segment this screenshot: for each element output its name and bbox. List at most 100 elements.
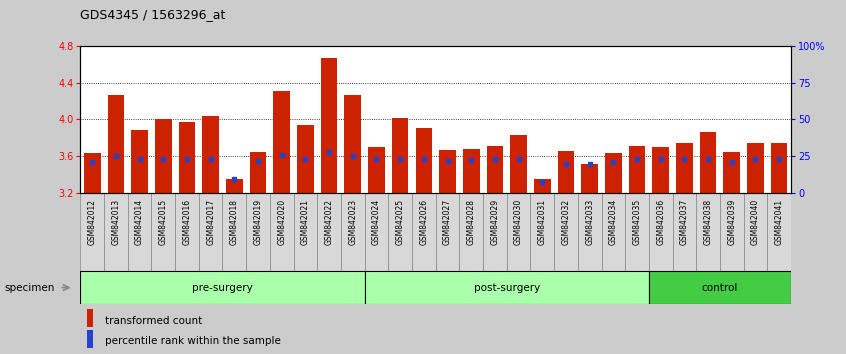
Text: GSM842041: GSM842041 xyxy=(775,199,783,245)
Text: GSM842012: GSM842012 xyxy=(88,199,96,245)
Bar xyxy=(436,193,459,271)
Bar xyxy=(558,151,574,193)
Bar xyxy=(365,193,388,271)
Bar xyxy=(80,193,104,271)
Bar xyxy=(128,193,151,271)
Bar xyxy=(250,152,266,193)
Text: GSM842030: GSM842030 xyxy=(514,199,523,245)
Bar xyxy=(344,95,361,193)
Bar xyxy=(510,135,527,193)
Text: GSM842033: GSM842033 xyxy=(585,199,594,245)
Text: post-surgery: post-surgery xyxy=(474,282,540,293)
Bar xyxy=(368,147,385,193)
Bar xyxy=(107,95,124,193)
Text: GSM842018: GSM842018 xyxy=(230,199,239,245)
Text: GSM842037: GSM842037 xyxy=(680,199,689,245)
Text: GSM842029: GSM842029 xyxy=(491,199,499,245)
Bar xyxy=(87,330,92,348)
Text: GSM842023: GSM842023 xyxy=(349,199,357,245)
Bar xyxy=(202,116,219,193)
Bar xyxy=(744,193,767,271)
Text: specimen: specimen xyxy=(4,282,55,293)
Bar xyxy=(676,143,693,193)
Bar xyxy=(222,193,246,271)
Text: GDS4345 / 1563296_at: GDS4345 / 1563296_at xyxy=(80,8,226,21)
Bar xyxy=(483,193,507,271)
Bar xyxy=(365,271,649,304)
Bar xyxy=(415,128,432,193)
Bar xyxy=(652,147,669,193)
Bar xyxy=(179,122,195,193)
Bar xyxy=(723,152,740,193)
Bar xyxy=(486,146,503,193)
Text: GSM842014: GSM842014 xyxy=(135,199,144,245)
Bar xyxy=(649,193,673,271)
Bar xyxy=(602,193,625,271)
Bar xyxy=(131,131,148,193)
Bar xyxy=(771,143,788,193)
Text: GSM842034: GSM842034 xyxy=(609,199,618,245)
Bar xyxy=(673,193,696,271)
Bar xyxy=(87,309,92,327)
Text: GSM842038: GSM842038 xyxy=(704,199,712,245)
Bar xyxy=(578,193,602,271)
Text: GSM842040: GSM842040 xyxy=(751,199,760,245)
Bar xyxy=(581,164,598,193)
Bar xyxy=(246,193,270,271)
Bar xyxy=(175,193,199,271)
Text: GSM842039: GSM842039 xyxy=(728,199,736,245)
Bar xyxy=(392,118,409,193)
Bar xyxy=(439,150,456,193)
Bar xyxy=(463,149,480,193)
Bar xyxy=(297,125,314,193)
Bar xyxy=(226,179,243,193)
Bar xyxy=(199,193,222,271)
Bar xyxy=(273,91,290,193)
Text: GSM842020: GSM842020 xyxy=(277,199,286,245)
Bar xyxy=(459,193,483,271)
Text: pre-surgery: pre-surgery xyxy=(192,282,253,293)
Bar xyxy=(317,193,341,271)
Bar xyxy=(554,193,578,271)
Text: GSM842036: GSM842036 xyxy=(656,199,665,245)
Bar xyxy=(321,58,338,193)
Text: GSM842015: GSM842015 xyxy=(159,199,168,245)
Bar xyxy=(412,193,436,271)
Text: transformed count: transformed count xyxy=(105,315,202,326)
Bar xyxy=(80,271,365,304)
Bar xyxy=(294,193,317,271)
Text: GSM842016: GSM842016 xyxy=(183,199,191,245)
Text: GSM842035: GSM842035 xyxy=(633,199,641,245)
Text: percentile rank within the sample: percentile rank within the sample xyxy=(105,336,281,346)
Text: GSM842026: GSM842026 xyxy=(420,199,428,245)
Bar xyxy=(629,146,645,193)
Text: GSM842024: GSM842024 xyxy=(372,199,381,245)
Text: GSM842013: GSM842013 xyxy=(112,199,120,245)
Bar xyxy=(767,193,791,271)
Bar xyxy=(696,193,720,271)
Bar xyxy=(625,193,649,271)
Bar xyxy=(720,193,744,271)
Bar xyxy=(84,153,101,193)
Text: GSM842032: GSM842032 xyxy=(562,199,570,245)
Text: GSM842028: GSM842028 xyxy=(467,199,475,245)
Bar xyxy=(341,193,365,271)
Bar xyxy=(530,193,554,271)
Bar xyxy=(747,143,764,193)
Bar xyxy=(605,153,622,193)
Bar xyxy=(151,193,175,271)
Text: control: control xyxy=(702,282,738,293)
Text: GSM842017: GSM842017 xyxy=(206,199,215,245)
Text: GSM842022: GSM842022 xyxy=(325,199,333,245)
Text: GSM842019: GSM842019 xyxy=(254,199,262,245)
Bar xyxy=(534,179,551,193)
Bar xyxy=(155,119,172,193)
Text: GSM842021: GSM842021 xyxy=(301,199,310,245)
Text: GSM842027: GSM842027 xyxy=(443,199,452,245)
Bar xyxy=(104,193,128,271)
Text: GSM842025: GSM842025 xyxy=(396,199,404,245)
Bar xyxy=(388,193,412,271)
Text: GSM842031: GSM842031 xyxy=(538,199,547,245)
Bar xyxy=(700,132,717,193)
Bar xyxy=(270,193,294,271)
